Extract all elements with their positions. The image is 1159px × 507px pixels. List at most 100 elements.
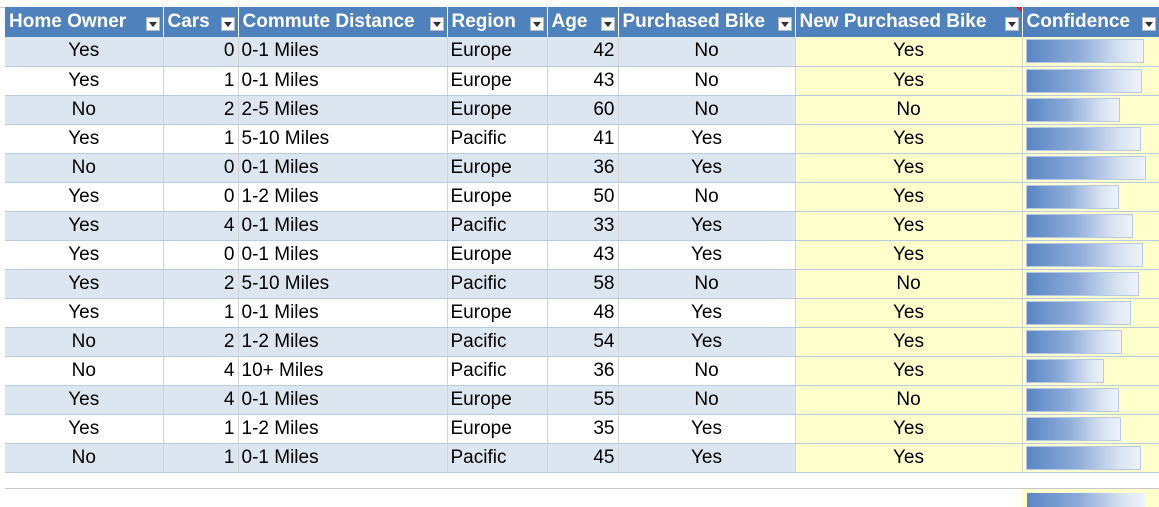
cell-new-purchased-bike[interactable]: Yes <box>794 327 1023 357</box>
cell-age[interactable]: 55 <box>547 385 619 415</box>
cell-new-purchased-bike[interactable]: Yes <box>794 414 1023 444</box>
cell-region[interactable]: Europe <box>447 153 548 183</box>
cell-cars[interactable]: 1 <box>163 298 239 328</box>
cell-purchased-bike[interactable]: Yes <box>618 327 796 357</box>
cell-age[interactable]: 36 <box>547 153 619 183</box>
cell-home-owner[interactable]: Yes <box>5 37 164 67</box>
cell-commute-distance[interactable]: 5-10 Miles <box>238 124 448 154</box>
cell-new-purchased-bike[interactable]: Yes <box>794 356 1023 386</box>
cell-cars[interactable]: 2 <box>163 269 239 299</box>
cell-cars[interactable]: 2 <box>163 95 239 125</box>
filter-dropdown-icon[interactable] <box>220 17 235 31</box>
cell-new-purchased-bike[interactable]: Yes <box>794 240 1023 270</box>
cell-home-owner[interactable]: No <box>5 327 164 357</box>
cell-home-owner[interactable]: Yes <box>5 66 164 96</box>
cell-age[interactable]: 43 <box>547 66 619 96</box>
filter-dropdown-icon[interactable] <box>145 17 160 31</box>
cell-new-purchased-bike[interactable]: Yes <box>794 153 1023 183</box>
cell-commute-distance[interactable]: 2-5 Miles <box>238 95 448 125</box>
cell-purchased-bike[interactable]: No <box>618 385 796 415</box>
cell-confidence[interactable] <box>1022 211 1159 241</box>
cell-confidence[interactable] <box>1022 182 1159 212</box>
cell-commute-distance[interactable]: 0-1 Miles <box>238 443 448 473</box>
cell-home-owner[interactable]: Yes <box>5 240 164 270</box>
cell-new-purchased-bike[interactable]: Yes <box>794 443 1023 473</box>
cell-home-owner[interactable]: Yes <box>5 211 164 241</box>
cell-region[interactable]: Pacific <box>447 356 548 386</box>
cell-confidence[interactable] <box>1022 240 1159 270</box>
filter-dropdown-icon[interactable] <box>1004 17 1019 31</box>
cell-purchased-bike[interactable]: No <box>618 269 796 299</box>
cell-home-owner[interactable]: No <box>5 356 164 386</box>
cell-region[interactable]: Europe <box>447 37 548 67</box>
cell-home-owner[interactable]: Yes <box>5 182 164 212</box>
cell-new-purchased-bike[interactable]: Yes <box>794 211 1023 241</box>
cell-purchased-bike[interactable]: Yes <box>618 298 796 328</box>
cell-purchased-bike[interactable]: No <box>618 66 796 96</box>
column-header-home-owner[interactable]: Home Owner <box>5 7 164 37</box>
cell-new-purchased-bike[interactable]: Yes <box>794 37 1023 67</box>
cell-cars[interactable]: 0 <box>163 182 239 212</box>
cell-purchased-bike[interactable]: Yes <box>618 153 796 183</box>
cell-age[interactable]: 48 <box>547 298 619 328</box>
cell-age[interactable]: 58 <box>547 269 619 299</box>
cell-confidence[interactable] <box>1022 443 1159 473</box>
cell-confidence[interactable] <box>1022 37 1159 67</box>
cell-age[interactable]: 35 <box>547 414 619 444</box>
cell-confidence[interactable] <box>1022 66 1159 96</box>
filter-dropdown-icon[interactable] <box>429 17 444 31</box>
cell-region[interactable]: Pacific <box>447 211 548 241</box>
cell-age[interactable]: 60 <box>547 95 619 125</box>
cell-home-owner[interactable]: No <box>5 153 164 183</box>
cell-commute-distance[interactable]: 0-1 Miles <box>238 385 448 415</box>
cell-purchased-bike[interactable]: No <box>618 95 796 125</box>
cell-purchased-bike[interactable]: Yes <box>618 124 796 154</box>
cell-new-purchased-bike[interactable]: Yes <box>794 182 1023 212</box>
cell-confidence[interactable] <box>1022 414 1159 444</box>
filter-dropdown-icon[interactable] <box>777 17 792 31</box>
cell-home-owner[interactable]: No <box>5 95 164 125</box>
cell-confidence[interactable] <box>1022 385 1159 415</box>
cell-region[interactable]: Pacific <box>447 124 548 154</box>
cell-cars[interactable]: 1 <box>163 443 239 473</box>
cell-purchased-bike[interactable]: Yes <box>618 240 796 270</box>
cell-region[interactable]: Europe <box>447 240 548 270</box>
cell-confidence[interactable] <box>1022 153 1159 183</box>
cell-cars[interactable]: 1 <box>163 414 239 444</box>
cell-confidence[interactable] <box>1022 269 1159 299</box>
column-header-purchased-bike[interactable]: Purchased Bike <box>618 7 796 37</box>
cell-region[interactable]: Europe <box>447 182 548 212</box>
cell-new-purchased-bike[interactable]: No <box>794 269 1023 299</box>
cell-region[interactable]: Europe <box>447 414 548 444</box>
cell-home-owner[interactable]: Yes <box>5 298 164 328</box>
cell-purchased-bike[interactable]: No <box>618 182 796 212</box>
cell-home-owner[interactable]: Yes <box>5 385 164 415</box>
cell-age[interactable]: 50 <box>547 182 619 212</box>
cell-commute-distance[interactable]: 0-1 Miles <box>238 153 448 183</box>
cell-purchased-bike[interactable]: Yes <box>618 414 796 444</box>
cell-commute-distance[interactable]: 0-1 Miles <box>238 37 448 67</box>
cell-confidence[interactable] <box>1022 95 1159 125</box>
cell-commute-distance[interactable]: 1-2 Miles <box>238 414 448 444</box>
cell-commute-distance[interactable]: 0-1 Miles <box>238 240 448 270</box>
cell-commute-distance[interactable]: 0-1 Miles <box>238 298 448 328</box>
cell-region[interactable]: Europe <box>447 298 548 328</box>
cell-cars[interactable]: 4 <box>163 356 239 386</box>
cell-home-owner[interactable]: Yes <box>5 414 164 444</box>
cell-age[interactable]: 45 <box>547 443 619 473</box>
cell-age[interactable]: 43 <box>547 240 619 270</box>
filter-dropdown-icon[interactable] <box>529 17 544 31</box>
cell-new-purchased-bike[interactable]: No <box>794 95 1023 125</box>
cell-commute-distance[interactable]: 5-10 Miles <box>238 269 448 299</box>
cell-age[interactable]: 54 <box>547 327 619 357</box>
cell-new-purchased-bike[interactable]: Yes <box>794 66 1023 96</box>
cell-cars[interactable]: 4 <box>163 211 239 241</box>
column-header-confidence[interactable]: Confidence <box>1022 7 1159 37</box>
cell-home-owner[interactable]: Yes <box>5 124 164 154</box>
cell-purchased-bike[interactable]: Yes <box>618 443 796 473</box>
cell-confidence[interactable] <box>1022 298 1159 328</box>
cell-cars[interactable]: 2 <box>163 327 239 357</box>
column-header-age[interactable]: Age <box>547 7 619 37</box>
cell-cars[interactable]: 1 <box>163 124 239 154</box>
cell-confidence[interactable] <box>1022 124 1159 154</box>
